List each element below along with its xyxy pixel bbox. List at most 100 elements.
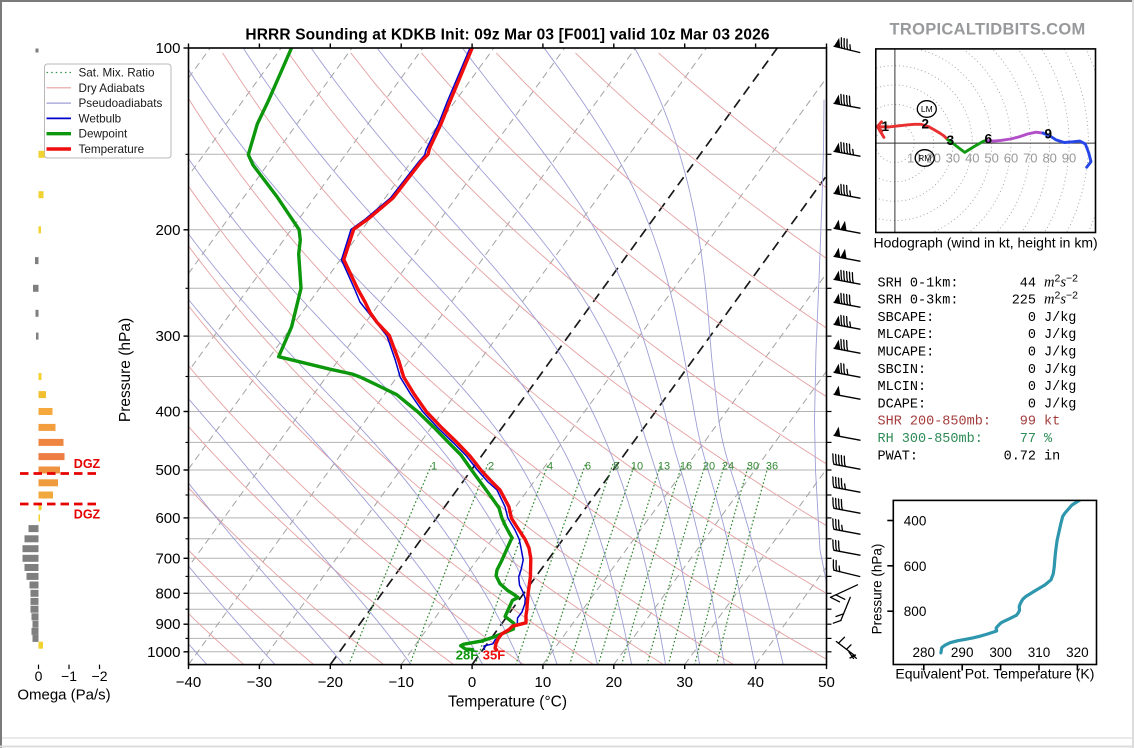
svg-text:8: 8: [613, 461, 619, 473]
svg-text:10: 10: [907, 151, 921, 166]
svg-text:90: 90: [1062, 151, 1076, 166]
svg-text:MUCAPE:: MUCAPE:: [878, 346, 935, 361]
svg-text:500: 500: [155, 462, 180, 479]
svg-text:0.72: 0.72: [1004, 449, 1036, 464]
svg-text:Equivalent Pot. Temperature (K: Equivalent Pot. Temperature (K): [895, 666, 1094, 682]
svg-text:200: 200: [155, 222, 180, 239]
svg-text:36: 36: [766, 461, 778, 473]
svg-text:%: %: [1044, 432, 1053, 447]
svg-text:1000: 1000: [147, 644, 180, 661]
svg-text:−20: −20: [318, 674, 343, 691]
svg-text:Omega (Pa/s): Omega (Pa/s): [17, 687, 110, 704]
svg-text:20: 20: [605, 674, 622, 691]
svg-text:40: 40: [747, 674, 764, 691]
svg-text:RH 300-850mb:: RH 300-850mb:: [878, 432, 983, 447]
svg-text:20: 20: [703, 461, 715, 473]
svg-text:6: 6: [985, 132, 993, 147]
svg-text:PWAT:: PWAT:: [878, 449, 919, 464]
svg-text:35F: 35F: [483, 648, 505, 663]
svg-text:1: 1: [431, 461, 437, 473]
svg-text:Dewpoint: Dewpoint: [79, 128, 128, 141]
svg-text:10: 10: [535, 674, 552, 691]
svg-text:280: 280: [913, 645, 936, 660]
svg-text:0: 0: [1028, 346, 1036, 361]
svg-text:Temperature: Temperature: [79, 143, 145, 156]
svg-text:28F: 28F: [456, 648, 478, 663]
svg-text:−1: −1: [61, 668, 77, 684]
svg-text:300: 300: [989, 645, 1012, 660]
svg-text:310: 310: [1028, 645, 1051, 660]
svg-text:800: 800: [904, 604, 927, 619]
svg-text:50: 50: [984, 151, 998, 166]
svg-text:J/kg: J/kg: [1044, 328, 1076, 343]
svg-text:99: 99: [1020, 415, 1036, 430]
svg-text:DGZ: DGZ: [74, 457, 101, 471]
svg-text:Hodograph (wind in kt, height: Hodograph (wind in kt, height in km): [874, 235, 1098, 251]
svg-text:600: 600: [155, 510, 180, 527]
svg-text:DCAPE:: DCAPE:: [878, 397, 927, 412]
svg-text:40: 40: [965, 151, 979, 166]
svg-text:MLCAPE:: MLCAPE:: [878, 328, 935, 343]
svg-text:400: 400: [904, 514, 927, 529]
svg-text:30: 30: [676, 674, 693, 691]
svg-text:SRH 0-1km:: SRH 0-1km:: [878, 276, 959, 291]
svg-text:SBCIN:: SBCIN:: [878, 363, 927, 378]
svg-text:Pseudoadiabats: Pseudoadiabats: [79, 97, 163, 110]
svg-text:9: 9: [1044, 127, 1052, 142]
svg-text:0: 0: [35, 668, 43, 684]
svg-text:SRH 0-3km:: SRH 0-3km:: [878, 294, 959, 309]
svg-text:HRRR Sounding at KDKB Init: 09: HRRR Sounding at KDKB Init: 09z Mar 03 […: [245, 27, 769, 44]
svg-text:SHR 200-850mb:: SHR 200-850mb:: [878, 415, 991, 430]
svg-text:600: 600: [904, 559, 927, 574]
svg-text:800: 800: [155, 585, 180, 602]
svg-text:900: 900: [155, 616, 180, 633]
svg-text:Wetbulb: Wetbulb: [79, 112, 122, 125]
svg-text:0: 0: [1028, 328, 1036, 343]
svg-text:Pressure (hPa): Pressure (hPa): [870, 544, 885, 635]
svg-text:2: 2: [488, 461, 494, 473]
svg-text:J/kg: J/kg: [1044, 346, 1076, 361]
svg-text:MLCIN:: MLCIN:: [878, 380, 927, 395]
svg-text:60: 60: [1004, 151, 1018, 166]
svg-text:320: 320: [1066, 645, 1089, 660]
svg-text:80: 80: [1042, 151, 1056, 166]
svg-text:J/kg: J/kg: [1044, 380, 1076, 395]
svg-text:in: in: [1044, 449, 1060, 464]
svg-text:−2: −2: [92, 668, 108, 684]
svg-text:Pressure (hPa): Pressure (hPa): [117, 318, 134, 422]
svg-text:TROPICALTIDBITS.COM: TROPICALTIDBITS.COM: [889, 21, 1085, 39]
svg-text:0: 0: [1028, 397, 1036, 412]
svg-text:Dry Adiabats: Dry Adiabats: [79, 82, 145, 95]
svg-text:0: 0: [1028, 363, 1036, 378]
svg-text:24: 24: [722, 461, 734, 473]
svg-text:2: 2: [921, 117, 929, 132]
svg-text:3: 3: [947, 133, 955, 148]
svg-text:300: 300: [155, 328, 180, 345]
svg-text:290: 290: [951, 645, 974, 660]
svg-text:−10: −10: [388, 674, 413, 691]
svg-text:30: 30: [946, 151, 960, 166]
svg-text:6: 6: [585, 461, 591, 473]
svg-text:Sat. Mix. Ratio: Sat. Mix. Ratio: [79, 67, 155, 80]
svg-text:100: 100: [155, 40, 180, 57]
svg-text:DGZ: DGZ: [74, 508, 101, 522]
svg-text:16: 16: [680, 461, 692, 473]
svg-text:50: 50: [818, 674, 835, 691]
svg-text:225: 225: [1012, 294, 1036, 309]
svg-text:4: 4: [547, 461, 553, 473]
svg-text:kt: kt: [1044, 415, 1060, 430]
svg-text:−30: −30: [247, 674, 272, 691]
svg-text:77: 77: [1020, 432, 1036, 447]
svg-text:44: 44: [1020, 276, 1036, 291]
svg-text:J/kg: J/kg: [1044, 311, 1076, 326]
svg-text:−40: −40: [176, 674, 201, 691]
svg-text:13: 13: [658, 461, 670, 473]
svg-text:0: 0: [1028, 380, 1036, 395]
svg-text:J/kg: J/kg: [1044, 397, 1076, 412]
svg-text:700: 700: [155, 550, 180, 567]
svg-text:Temperature (°C): Temperature (°C): [448, 694, 567, 711]
svg-text:LM: LM: [921, 104, 933, 114]
svg-text:0: 0: [468, 674, 476, 691]
svg-text:0: 0: [1028, 311, 1036, 326]
svg-text:70: 70: [1023, 151, 1037, 166]
